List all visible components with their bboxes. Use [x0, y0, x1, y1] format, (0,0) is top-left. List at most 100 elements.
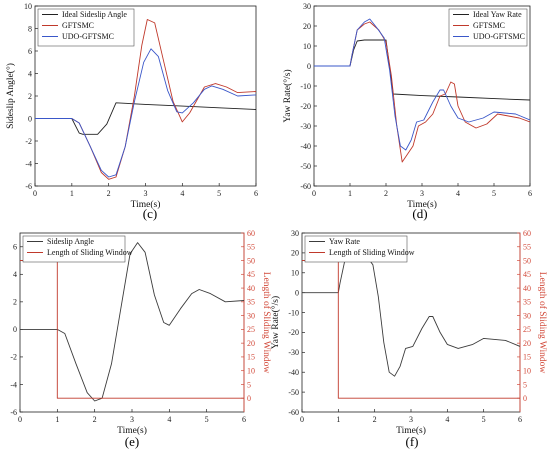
y-tick-label: -40 — [300, 142, 311, 151]
x-tick-label: 1 — [55, 415, 59, 424]
y2-tick-label: 30 — [247, 311, 255, 320]
y2-tick-label: 10 — [523, 366, 531, 375]
y-tick-label: 0 — [28, 114, 32, 123]
y2-tick-label: 50 — [247, 256, 255, 265]
y-tick-label: 0 — [13, 325, 17, 334]
y-tick-label: -4 — [25, 159, 32, 168]
y-tick-label: -6 — [25, 182, 32, 191]
y-tick-label: -50 — [300, 162, 311, 171]
series-line-udo-gftsmc — [314, 18, 530, 151]
x-axis-label: Time(s) — [131, 199, 161, 210]
legend: Ideal Sideslip Angle GFTSMC UDO-GFTSMC — [37, 8, 135, 47]
y2-tick-label: 15 — [247, 353, 255, 362]
x-tick-label: 5 — [482, 415, 486, 424]
y-tick-label: 4 — [13, 270, 17, 279]
y2-tick-label: 25 — [247, 325, 255, 334]
x-tick-label: 6 — [254, 189, 258, 198]
y-tick-label: 10 — [303, 42, 311, 51]
legend-entry: GFTSMC — [62, 21, 94, 30]
y2-axis-label: Length of Sliding Window — [261, 272, 272, 374]
y2-tick-label: 25 — [523, 325, 531, 334]
x-tick-label: 0 — [300, 415, 304, 424]
y-tick-label: 6 — [28, 47, 32, 56]
x-tick-label: 0 — [18, 415, 22, 424]
y2-tick-label: 40 — [247, 284, 255, 293]
y-tick-label: -2 — [10, 353, 17, 362]
y-axis-label: Sideslip Angle(°) — [5, 63, 16, 129]
x-tick-label: 6 — [528, 189, 532, 198]
x-tick-label: 6 — [242, 415, 246, 424]
y-tick-label: 8 — [28, 24, 32, 33]
y2-tick-label: 35 — [247, 298, 255, 307]
series-line-udo-gftsmc — [35, 48, 256, 178]
x-tick-label: 5 — [492, 189, 496, 198]
y-tick-label: -2 — [25, 137, 32, 146]
legend-entry: Length of Sliding Window — [329, 248, 415, 257]
y2-tick-label: 5 — [247, 380, 251, 389]
y-tick-label: 20 — [291, 249, 299, 258]
y-tick-label: -10 — [288, 308, 299, 317]
series-line-ideal-yaw-rate — [314, 39, 530, 101]
legend-box — [448, 8, 528, 47]
y2-tick-label: 0 — [523, 394, 527, 403]
y2-tick-label: 30 — [523, 311, 531, 320]
legend-box — [22, 235, 126, 263]
x-tick-label: 5 — [205, 415, 209, 424]
legend: Ideal Yaw Rate GFTSMC UDO-GFTSMC — [448, 8, 528, 47]
y-tick-label: 30 — [303, 2, 311, 11]
series-line-ideal-sideslip-angle — [35, 102, 256, 135]
y-tick-label: -30 — [288, 348, 299, 357]
legend-entry: Sideslip Angle — [47, 237, 94, 246]
x-tick-label: 4 — [445, 415, 449, 424]
y2-tick-label: 45 — [247, 270, 255, 279]
x-axis-label: Time(s) — [407, 199, 437, 210]
y-tick-label: 20 — [303, 22, 311, 31]
y-tick-label: -60 — [300, 182, 311, 191]
y2-tick-label: 35 — [523, 298, 531, 307]
y2-tick-label: 10 — [247, 366, 255, 375]
x-tick-label: 2 — [93, 415, 97, 424]
y-tick-label: 30 — [291, 229, 299, 238]
legend-entry: UDO-GFTSMC — [62, 32, 114, 41]
y-tick-label: -6 — [10, 408, 17, 417]
x-tick-label: 4 — [167, 415, 171, 424]
y-axis-label: Yaw Rate(°/s) — [282, 69, 293, 122]
y-tick-label: 0 — [307, 62, 311, 71]
series-line-gftsmc — [314, 21, 530, 163]
x-tick-label: 3 — [144, 189, 148, 198]
chart-panel-f: 0 1 2 3 4 5 6-60-50-40-30-20-10010203005101520… — [270, 229, 548, 449]
chart-panel-d: 0 1 2 3 4 5 6 -60 -50 -40 -30 -20 -10 0 10 20 30 Time(s) Y… — [282, 2, 532, 221]
x-tick-label: 5 — [217, 189, 221, 198]
legend-entry: Ideal Sideslip Angle — [62, 10, 127, 19]
y-tick-label: 0 — [295, 288, 299, 297]
chart-panel-c: 0 1 2 3 4 5 6 -6 -4 -2 0 2 4 6 8 10 Time(s) Sideslip Angl… — [5, 2, 258, 221]
panel-label: (e) — [125, 434, 139, 449]
y-tick-label: 6 — [13, 243, 17, 252]
y2-axis-label: Length of Sliding Window — [537, 272, 548, 374]
panel-label: (d) — [412, 206, 427, 221]
x-tick-label: 4 — [456, 189, 460, 198]
x-tick-label: 1 — [70, 189, 74, 198]
x-tick-label: 3 — [409, 415, 413, 424]
y2-tick-label: 0 — [247, 394, 251, 403]
panel-label: (f) — [406, 434, 419, 449]
panel-label: (c) — [143, 206, 157, 221]
legend-entry: Ideal Yaw Rate — [473, 10, 522, 19]
y-tick-label: -50 — [288, 388, 299, 397]
x-tick-label: 4 — [180, 189, 184, 198]
x-tick-label: 2 — [373, 415, 377, 424]
y-tick-label: -60 — [288, 408, 299, 417]
legend-entry: Yaw Rate — [329, 237, 360, 246]
x-tick-label: 3 — [130, 415, 134, 424]
y2-tick-label: 45 — [523, 270, 531, 279]
legend-entry: Length of Sliding Window — [47, 248, 133, 257]
y2-tick-label: 40 — [523, 284, 531, 293]
y-tick-label: -10 — [300, 82, 311, 91]
y2-tick-label: 50 — [523, 256, 531, 265]
chart-panel-e: 0 1 2 3 4 5 6-6-4-2024605101520253035404550556… — [0, 229, 272, 449]
legend-box — [37, 8, 135, 47]
y-tick-label: -40 — [288, 368, 299, 377]
series-line-sideslip-angle — [20, 242, 244, 402]
